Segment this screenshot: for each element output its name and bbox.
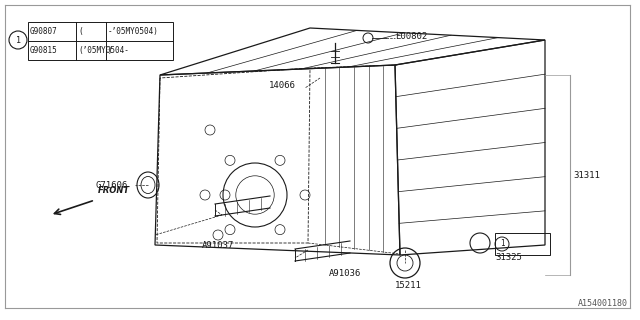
Bar	[28, 22, 173, 60]
Text: G90815: G90815	[30, 46, 58, 55]
Bar	[495, 233, 550, 255]
Text: -’05MY0504): -’05MY0504)	[108, 27, 159, 36]
Text: 15211: 15211	[395, 281, 421, 290]
Text: E00802: E00802	[395, 31, 428, 41]
Text: 1: 1	[15, 36, 20, 44]
Text: A154001180: A154001180	[578, 299, 628, 308]
Text: A91036: A91036	[329, 268, 361, 277]
Text: 31311: 31311	[573, 171, 600, 180]
Text: (: (	[78, 27, 83, 36]
Text: A91037: A91037	[202, 241, 234, 250]
Text: (’05MY0504-: (’05MY0504-	[78, 46, 129, 55]
Text: 31325: 31325	[495, 253, 522, 262]
Text: 14066: 14066	[269, 81, 296, 90]
Text: ): )	[108, 46, 113, 55]
Text: G90807: G90807	[30, 27, 58, 36]
Text: 1: 1	[500, 239, 504, 249]
Text: G71606: G71606	[96, 180, 128, 189]
Text: FRONT: FRONT	[98, 186, 130, 195]
